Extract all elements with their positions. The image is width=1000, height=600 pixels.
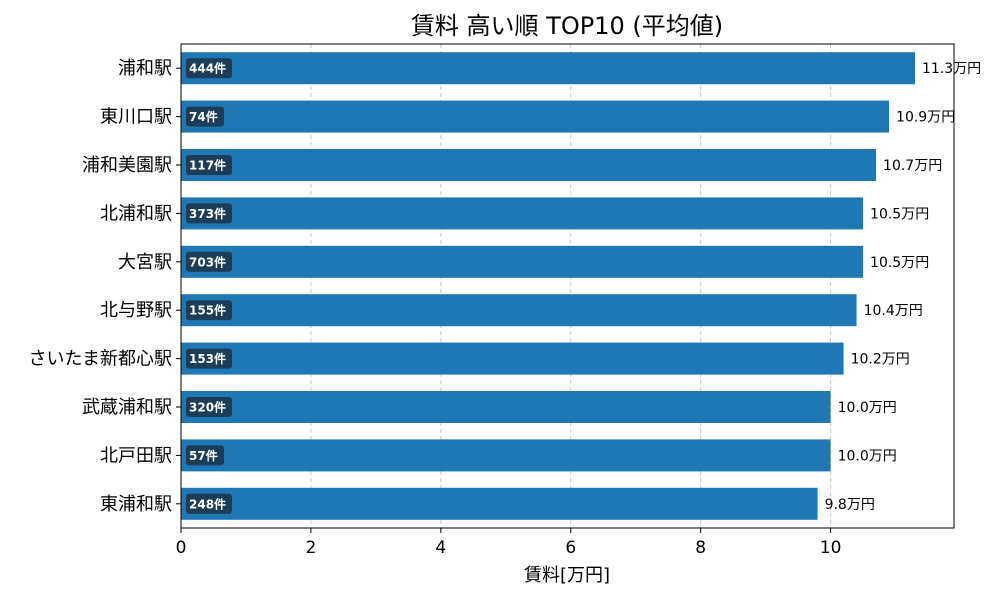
chart-title: 賃料 高い順 TOP10 (平均値) <box>411 12 723 40</box>
x-axis: 0 2 4 6 8 10 <box>176 528 842 558</box>
y-tick-label: 北浦和駅 <box>100 203 172 224</box>
x-tick-label: 2 <box>306 538 317 558</box>
y-tick-label: 大宮駅 <box>118 252 172 273</box>
bar-value-label: 11.3万円 <box>922 61 981 77</box>
count-badge <box>186 155 232 175</box>
count-badge <box>186 106 224 127</box>
count-badge-label: 117件 <box>189 158 226 173</box>
count-badge-label: 74件 <box>189 109 218 124</box>
y-tick-label: 東浦和駅 <box>100 494 172 515</box>
bar <box>181 52 916 85</box>
bar-value-label: 10.2万円 <box>851 352 910 368</box>
y-tick-label: さいたま新都心駅 <box>29 349 172 370</box>
y-tick-label: 北戸田駅 <box>100 445 172 466</box>
bar-value-label: 9.8万円 <box>825 497 875 513</box>
count-badge <box>186 203 232 224</box>
count-badge <box>186 493 232 514</box>
bar <box>181 391 831 423</box>
x-tick-label: 4 <box>435 538 446 558</box>
count-badge-label: 703件 <box>189 254 226 269</box>
count-badge-label: 444件 <box>189 61 226 76</box>
count-badge-label: 155件 <box>189 303 226 318</box>
count-badge-label: 320件 <box>189 400 226 415</box>
bar <box>181 294 857 327</box>
bar-value-label: 10.0万円 <box>838 400 897 416</box>
x-axis-label: 賃料[万円] <box>524 565 610 586</box>
count-badge <box>186 300 232 321</box>
y-tick-label: 浦和駅 <box>118 58 172 79</box>
y-tick-label: 浦和美園駅 <box>82 155 172 176</box>
bar-value-label: 10.5万円 <box>870 255 929 271</box>
count-badge-label: 153件 <box>189 351 226 366</box>
count-badge <box>186 348 232 369</box>
count-badge-label: 248件 <box>189 496 226 511</box>
count-badge-label: 373件 <box>189 206 226 221</box>
bar-value-label: 10.4万円 <box>864 303 923 319</box>
bar <box>181 439 831 472</box>
bar <box>181 487 818 520</box>
count-badge-label: 57件 <box>189 448 218 463</box>
bar <box>181 100 890 133</box>
x-tick-label: 10 <box>820 538 842 558</box>
bar-value-label: 10.9万円 <box>896 110 955 126</box>
x-tick-label: 0 <box>176 538 187 558</box>
bar <box>181 342 844 375</box>
bar <box>181 197 864 230</box>
x-tick-label: 6 <box>565 538 576 558</box>
bars-group: 444件 11.3万円 74件 10.9万円 117件 10.7万円 373件 10.5万円 7… <box>181 52 981 520</box>
bar-value-label: 10.7万円 <box>883 158 942 174</box>
x-tick-label: 8 <box>695 538 706 558</box>
bar-value-label: 10.0万円 <box>838 448 897 464</box>
bar <box>181 245 864 278</box>
count-badge <box>186 445 224 466</box>
count-badge <box>186 397 232 417</box>
count-badge <box>186 251 232 272</box>
y-axis: 浦和駅東川口駅浦和美園駅北浦和駅大宮駅北与野駅さいたま新都心駅武蔵浦和駅北戸田駅… <box>29 58 181 515</box>
y-tick-label: 武蔵浦和駅 <box>82 397 172 418</box>
bar <box>181 149 877 181</box>
plot-frame <box>180 43 955 529</box>
bar-value-label: 10.5万円 <box>870 206 929 222</box>
y-tick-label: 北与野駅 <box>100 300 172 321</box>
count-badge <box>186 58 232 79</box>
y-tick-label: 東川口駅 <box>100 107 172 128</box>
